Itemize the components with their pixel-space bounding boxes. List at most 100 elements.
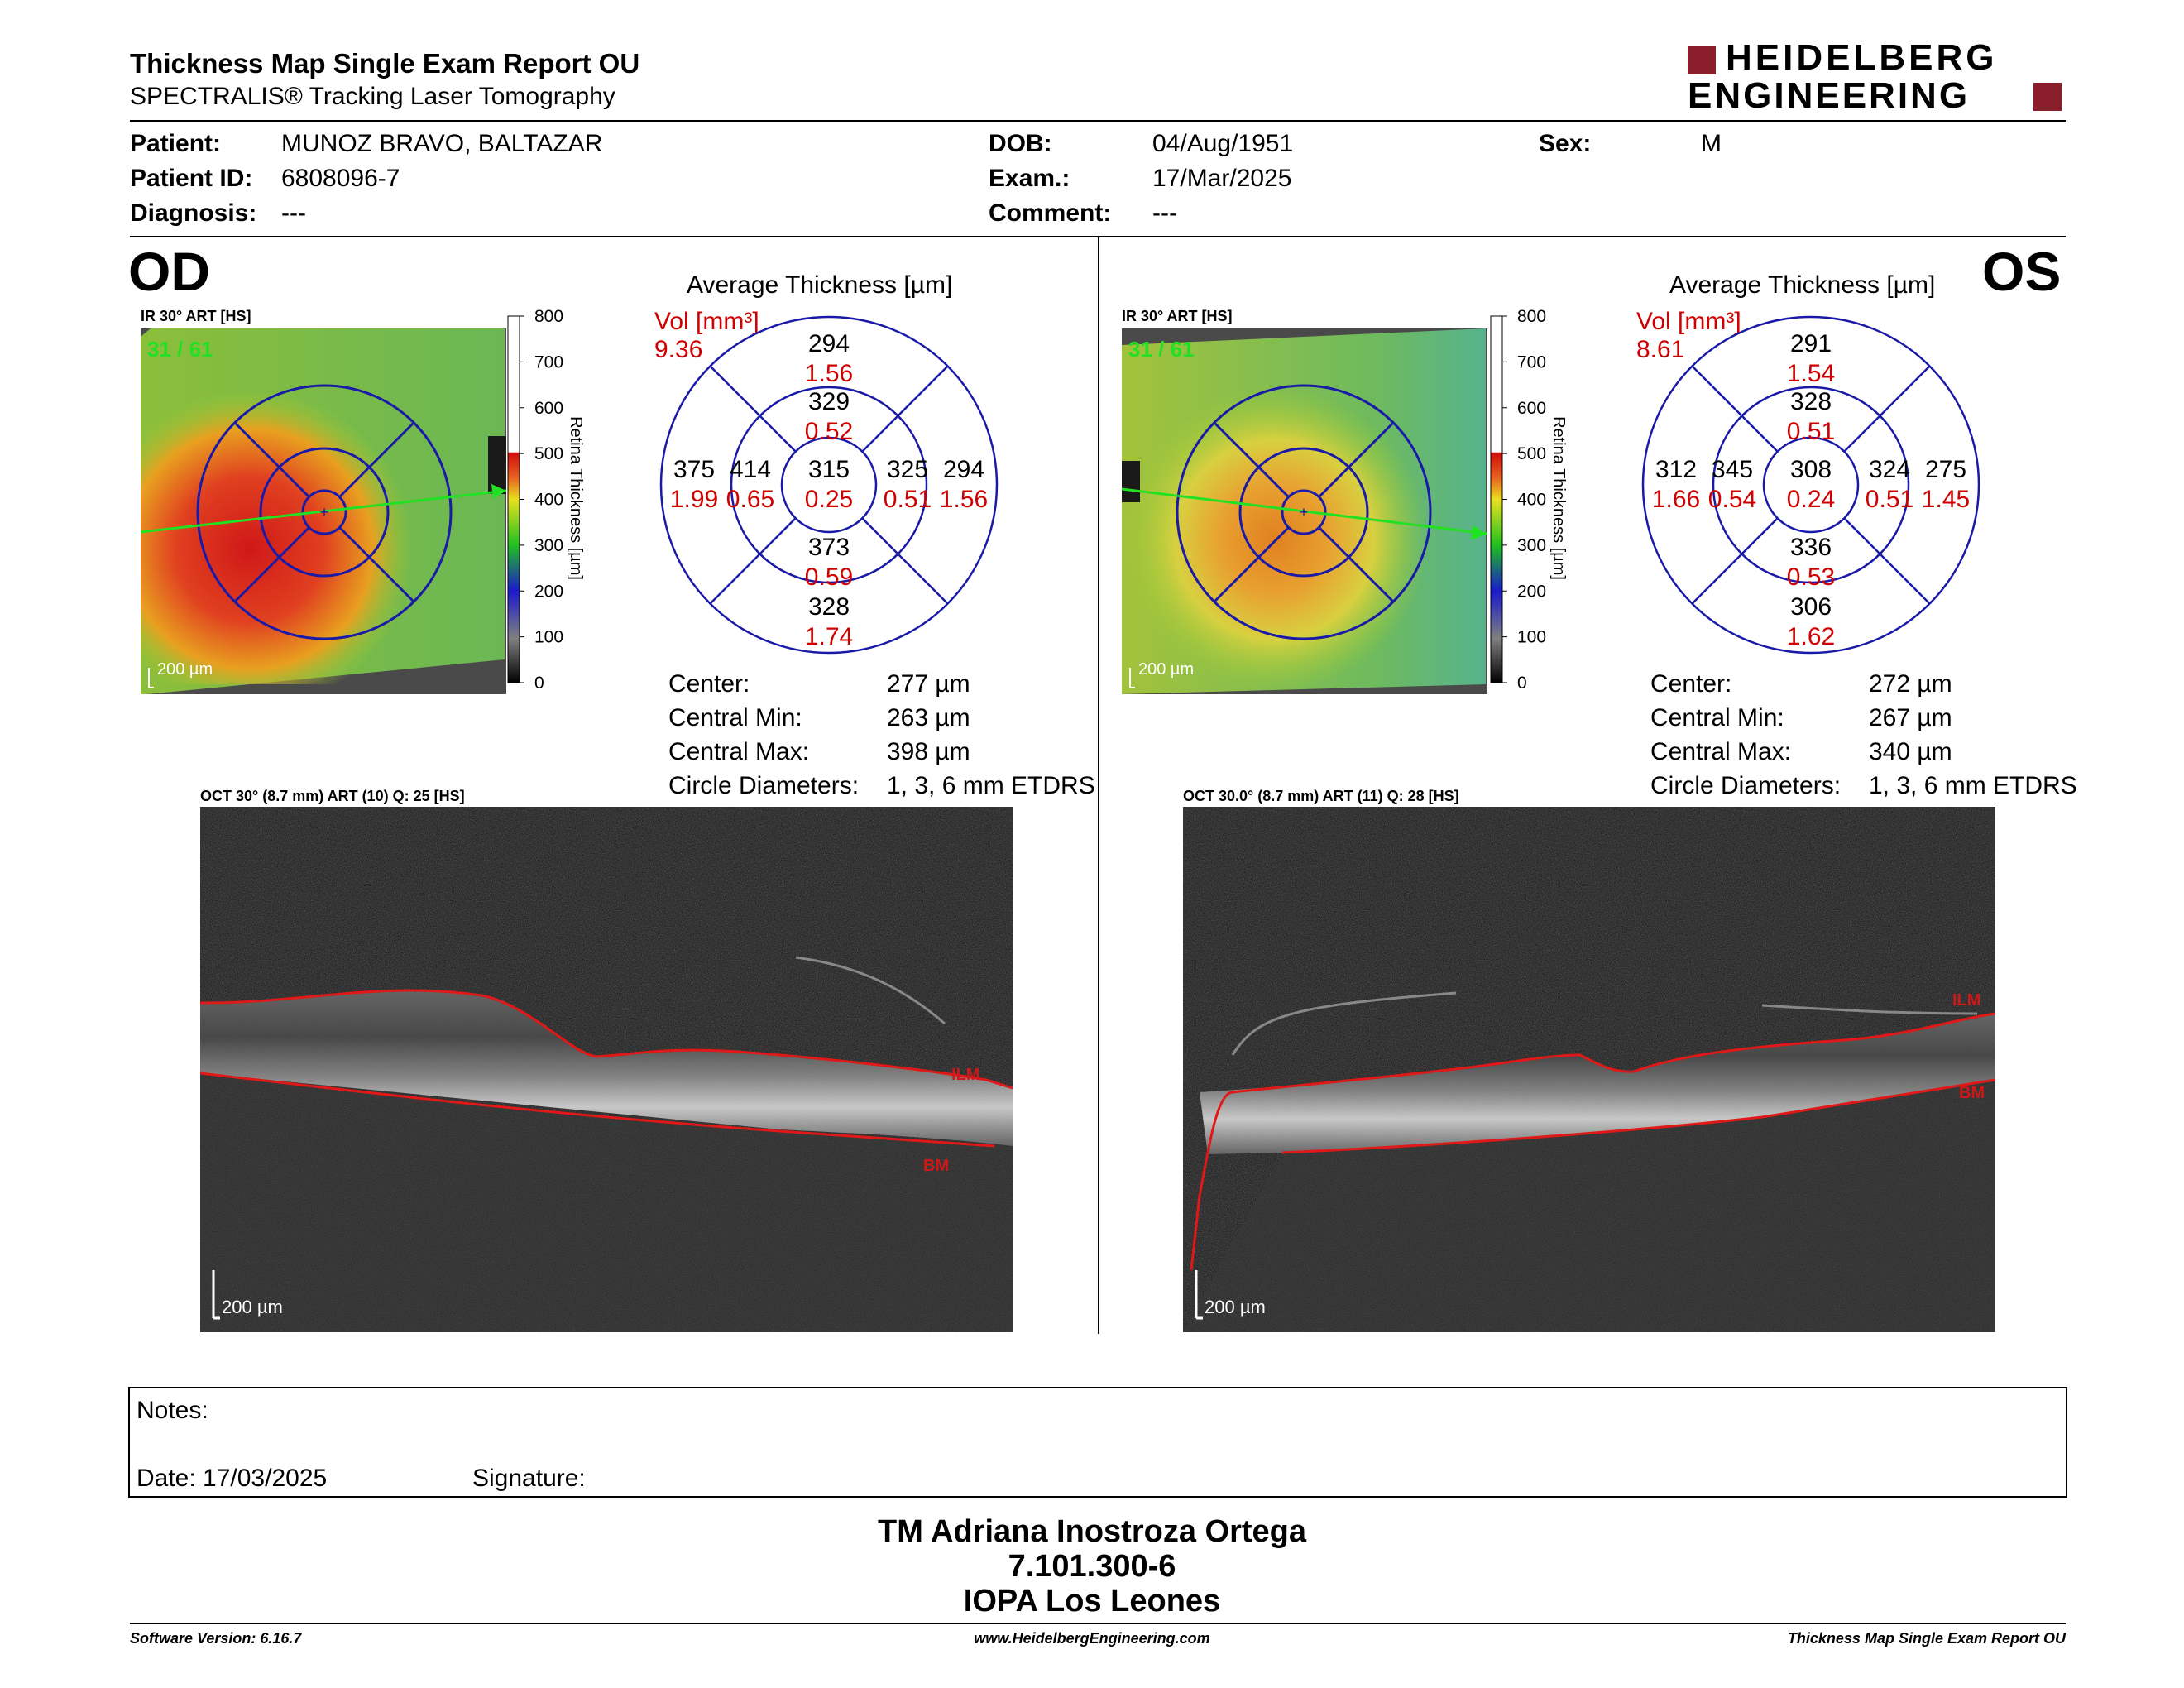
od-sector-outer-sup: 294 1.56 bbox=[796, 329, 862, 389]
sector-volume: 0.54 bbox=[1707, 486, 1757, 513]
os-sector-inner-inf: 336 0.53 bbox=[1778, 533, 1844, 592]
od-ir-label: IR 30° ART [HS] bbox=[141, 308, 251, 324]
technician-name: TM Adriana Inostroza Ortega bbox=[878, 1514, 1306, 1549]
colorbar-tick-label: 600 bbox=[534, 399, 563, 418]
sector-thickness: 329 bbox=[807, 388, 850, 415]
od-bm-label: BM bbox=[923, 1157, 949, 1175]
patient-name: MUNOZ BRAVO, BALTAZAR bbox=[281, 130, 603, 157]
os-oct-label: OCT 30.0° (8.7 mm) ART (11) Q: 28 [HS] bbox=[1183, 788, 1459, 804]
sector-volume: 0.59 bbox=[804, 563, 854, 591]
od-oct-bscan: ILM BM 200 µm bbox=[200, 807, 1013, 1332]
os-sector-center: 308 0.24 bbox=[1778, 455, 1844, 515]
od-sector-outer-right: 294 1.56 bbox=[931, 455, 997, 515]
colorbar-tick-label: 300 bbox=[534, 536, 563, 555]
os-min-label: Central Min: bbox=[1650, 704, 1784, 731]
colorbar-tick-label: 600 bbox=[1517, 399, 1546, 418]
notes-date: Date: 17/03/2025 bbox=[136, 1465, 328, 1492]
sector-volume: 0.51 bbox=[1865, 486, 1914, 513]
diagnosis-label: Diagnosis: bbox=[130, 199, 257, 227]
sector-thickness: 375 bbox=[673, 456, 716, 483]
colorbar-tick-label: 700 bbox=[534, 352, 563, 372]
colorbar-tick-label: 800 bbox=[1517, 308, 1546, 326]
os-sector-outer-inf: 306 1.62 bbox=[1778, 592, 1844, 652]
heidelberg-logo: HEIDELBERG ENGINEERING bbox=[1688, 38, 2068, 117]
od-sector-inner-right: 325 0.51 bbox=[874, 455, 941, 515]
os-colorbar: 800 700 600 500 400 300 200 100 0 Retina Thickne… bbox=[1490, 308, 1568, 693]
od-sector-center: 315 0.25 bbox=[796, 455, 862, 515]
os-max-value: 340 µm bbox=[1869, 738, 1952, 765]
od-min-label: Central Min: bbox=[668, 704, 802, 731]
od-thickness-map: + 31 / 61 200 µm bbox=[141, 328, 506, 694]
od-etdrs-grid bbox=[659, 315, 999, 655]
sector-volume: 0.51 bbox=[1786, 418, 1836, 445]
os-thickness-map: + 31 / 61 200 µm bbox=[1122, 328, 1487, 694]
os-diam-value: 1, 3, 6 mm ETDRS bbox=[1869, 772, 2077, 799]
colorbar-tick-label: 200 bbox=[534, 582, 563, 601]
os-ir-label: IR 30° ART [HS] bbox=[1122, 308, 1233, 324]
sector-thickness: 345 bbox=[1711, 456, 1754, 483]
os-center-label: Center: bbox=[1650, 670, 1732, 698]
logo-word-engineering: ENGINEERING bbox=[1688, 75, 1971, 116]
svg-text:+: + bbox=[1300, 504, 1309, 520]
sector-thickness: 291 bbox=[1789, 330, 1832, 357]
od-vol-total: 9.36 bbox=[654, 336, 703, 363]
header-divider bbox=[130, 120, 2066, 122]
sector-thickness: 325 bbox=[886, 456, 929, 483]
colorbar-tick-label: 100 bbox=[534, 628, 563, 647]
sector-volume: 1.54 bbox=[1786, 360, 1836, 387]
od-oct-scale: 200 µm bbox=[222, 1297, 283, 1317]
sector-volume: 0.24 bbox=[1786, 486, 1836, 513]
sector-thickness: 315 bbox=[807, 456, 850, 483]
od-max-label: Central Max: bbox=[668, 738, 810, 765]
report-subtitle: SPECTRALIS® Tracking Laser Tomography bbox=[130, 83, 615, 110]
exam-date: 17/Mar/2025 bbox=[1152, 165, 1292, 192]
colorbar-tick-label: 400 bbox=[1517, 491, 1546, 510]
comment-value: --- bbox=[1152, 199, 1177, 227]
colorbar-tick-label: 500 bbox=[534, 444, 563, 463]
logo-word-heidelberg: HEIDELBERG bbox=[1726, 37, 1998, 78]
sector-thickness: 336 bbox=[1789, 534, 1832, 561]
od-sector-inner-left: 414 0.65 bbox=[717, 455, 783, 515]
os-vol-total: 8.61 bbox=[1636, 336, 1685, 363]
os-oct-scale: 200 µm bbox=[1205, 1297, 1266, 1317]
exam-label: Exam.: bbox=[989, 165, 1070, 192]
sector-volume: 1.56 bbox=[804, 360, 854, 387]
colorbar-tick-label: 500 bbox=[1517, 444, 1546, 463]
sector-volume: 1.66 bbox=[1651, 486, 1701, 513]
patient-label: Patient: bbox=[130, 130, 222, 157]
od-oct-label: OCT 30° (8.7 mm) ART (10) Q: 25 [HS] bbox=[200, 788, 465, 804]
eye-divider bbox=[1098, 237, 1099, 1334]
sector-volume: 0.53 bbox=[1786, 563, 1836, 591]
footer-divider bbox=[130, 1623, 2066, 1624]
sector-thickness: 328 bbox=[807, 593, 850, 621]
od-sector-outer-temp-left: 375 1.99 bbox=[661, 455, 727, 515]
od-center-label: Center: bbox=[668, 670, 750, 698]
logo-square-bottom bbox=[2033, 83, 2062, 111]
os-sector-inner-left: 345 0.54 bbox=[1699, 455, 1765, 515]
os-colorbar-title: Retina Thickness [µm] bbox=[1549, 416, 1568, 580]
os-diam-label: Circle Diameters: bbox=[1650, 772, 1842, 799]
colorbar-tick-label: 400 bbox=[534, 491, 563, 510]
od-center-value: 277 µm bbox=[887, 670, 970, 698]
website-link[interactable]: www.HeidelbergEngineering.com bbox=[974, 1630, 1210, 1647]
signature-label: Signature: bbox=[472, 1465, 586, 1492]
sector-thickness: 312 bbox=[1655, 456, 1698, 483]
os-ilm-label: ILM bbox=[1952, 991, 1980, 1009]
eye-label-od: OD bbox=[128, 241, 210, 302]
sector-volume: 0.52 bbox=[804, 418, 854, 445]
od-max-value: 398 µm bbox=[887, 738, 970, 765]
od-diam-label: Circle Diameters: bbox=[668, 772, 860, 799]
clinic-name: IOPA Los Leones bbox=[963, 1584, 1221, 1618]
sector-volume: 1.56 bbox=[939, 486, 989, 513]
sector-thickness: 294 bbox=[942, 456, 985, 483]
sector-thickness: 275 bbox=[1924, 456, 1967, 483]
os-sector-inner-sup: 328 0.51 bbox=[1778, 387, 1844, 447]
os-bm-label: BM bbox=[1959, 1084, 1985, 1102]
patient-id-label: Patient ID: bbox=[130, 165, 253, 192]
od-sector-outer-inf: 328 1.74 bbox=[796, 592, 862, 652]
os-sector-outer-right: 275 1.45 bbox=[1913, 455, 1979, 515]
od-map-scale: 200 µm bbox=[157, 660, 213, 679]
sector-thickness: 294 bbox=[807, 330, 850, 357]
os-center-value: 272 µm bbox=[1869, 670, 1952, 698]
notes-box: Notes: Date: 17/03/2025 Signature: bbox=[128, 1387, 2067, 1498]
